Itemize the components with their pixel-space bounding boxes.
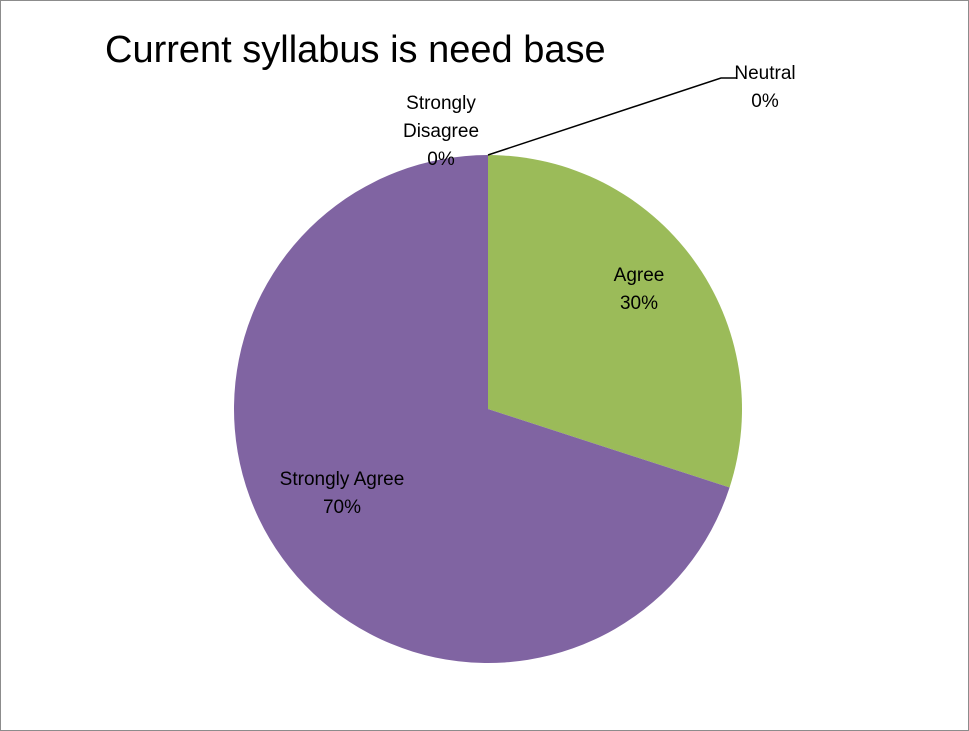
data-label-strongly-agree: Strongly Agree 70%: [280, 469, 405, 518]
pie-slice-agree: [488, 155, 742, 488]
data-label-neutral: Neutral 0%: [734, 63, 795, 112]
chart-title: Current syllabus is need base: [105, 29, 606, 71]
leader-line-neutral: [487, 77, 737, 156]
pie-slice-strongly-agree: [234, 155, 730, 664]
data-label-strongly-disagree: Strongly Disagree 0%: [403, 93, 479, 170]
data-label-agree: Agree 30%: [614, 265, 665, 314]
